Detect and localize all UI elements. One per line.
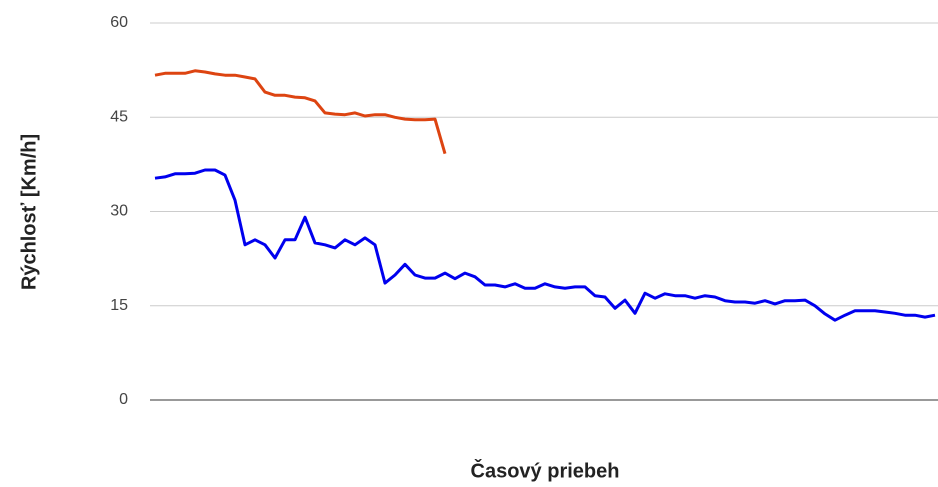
y-tick-label: 30	[110, 203, 128, 220]
x-axis-title: Časový priebeh	[471, 458, 620, 482]
y-tick-label: 60	[110, 14, 128, 31]
line-series	[154, 69, 447, 155]
y-tick-label: 15	[110, 297, 128, 314]
y-axis-title: Rýchlosť [Km/h]	[18, 134, 40, 290]
y-tick-label: 0	[119, 391, 128, 408]
line-series	[154, 168, 936, 322]
y-tick-label: 45	[110, 108, 128, 125]
